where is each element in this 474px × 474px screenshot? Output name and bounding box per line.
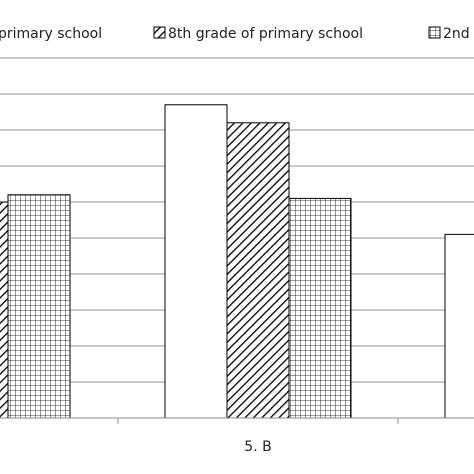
- bar-grid-0: [7, 194, 71, 419]
- bar-white-1: [164, 104, 228, 419]
- legend: primary school 8th grade of primary scho…: [0, 26, 470, 42]
- bar-grid-1: [288, 197, 352, 419]
- legend-swatch-diagonal: [153, 26, 166, 39]
- x-tick-label-5b: 5. B: [244, 439, 271, 455]
- bar-white-2: [444, 233, 474, 419]
- legend-swatch-grid: [428, 26, 441, 39]
- bar-diagonal-1: [226, 122, 290, 419]
- legend-label-8th-grade: 8th grade of primary school: [168, 26, 363, 42]
- legend-label-2nd: 2nd: [443, 26, 470, 42]
- bars: [0, 104, 474, 419]
- legend-label-primary-school: primary school: [0, 26, 102, 42]
- bar-diagonal-0: [0, 201, 9, 419]
